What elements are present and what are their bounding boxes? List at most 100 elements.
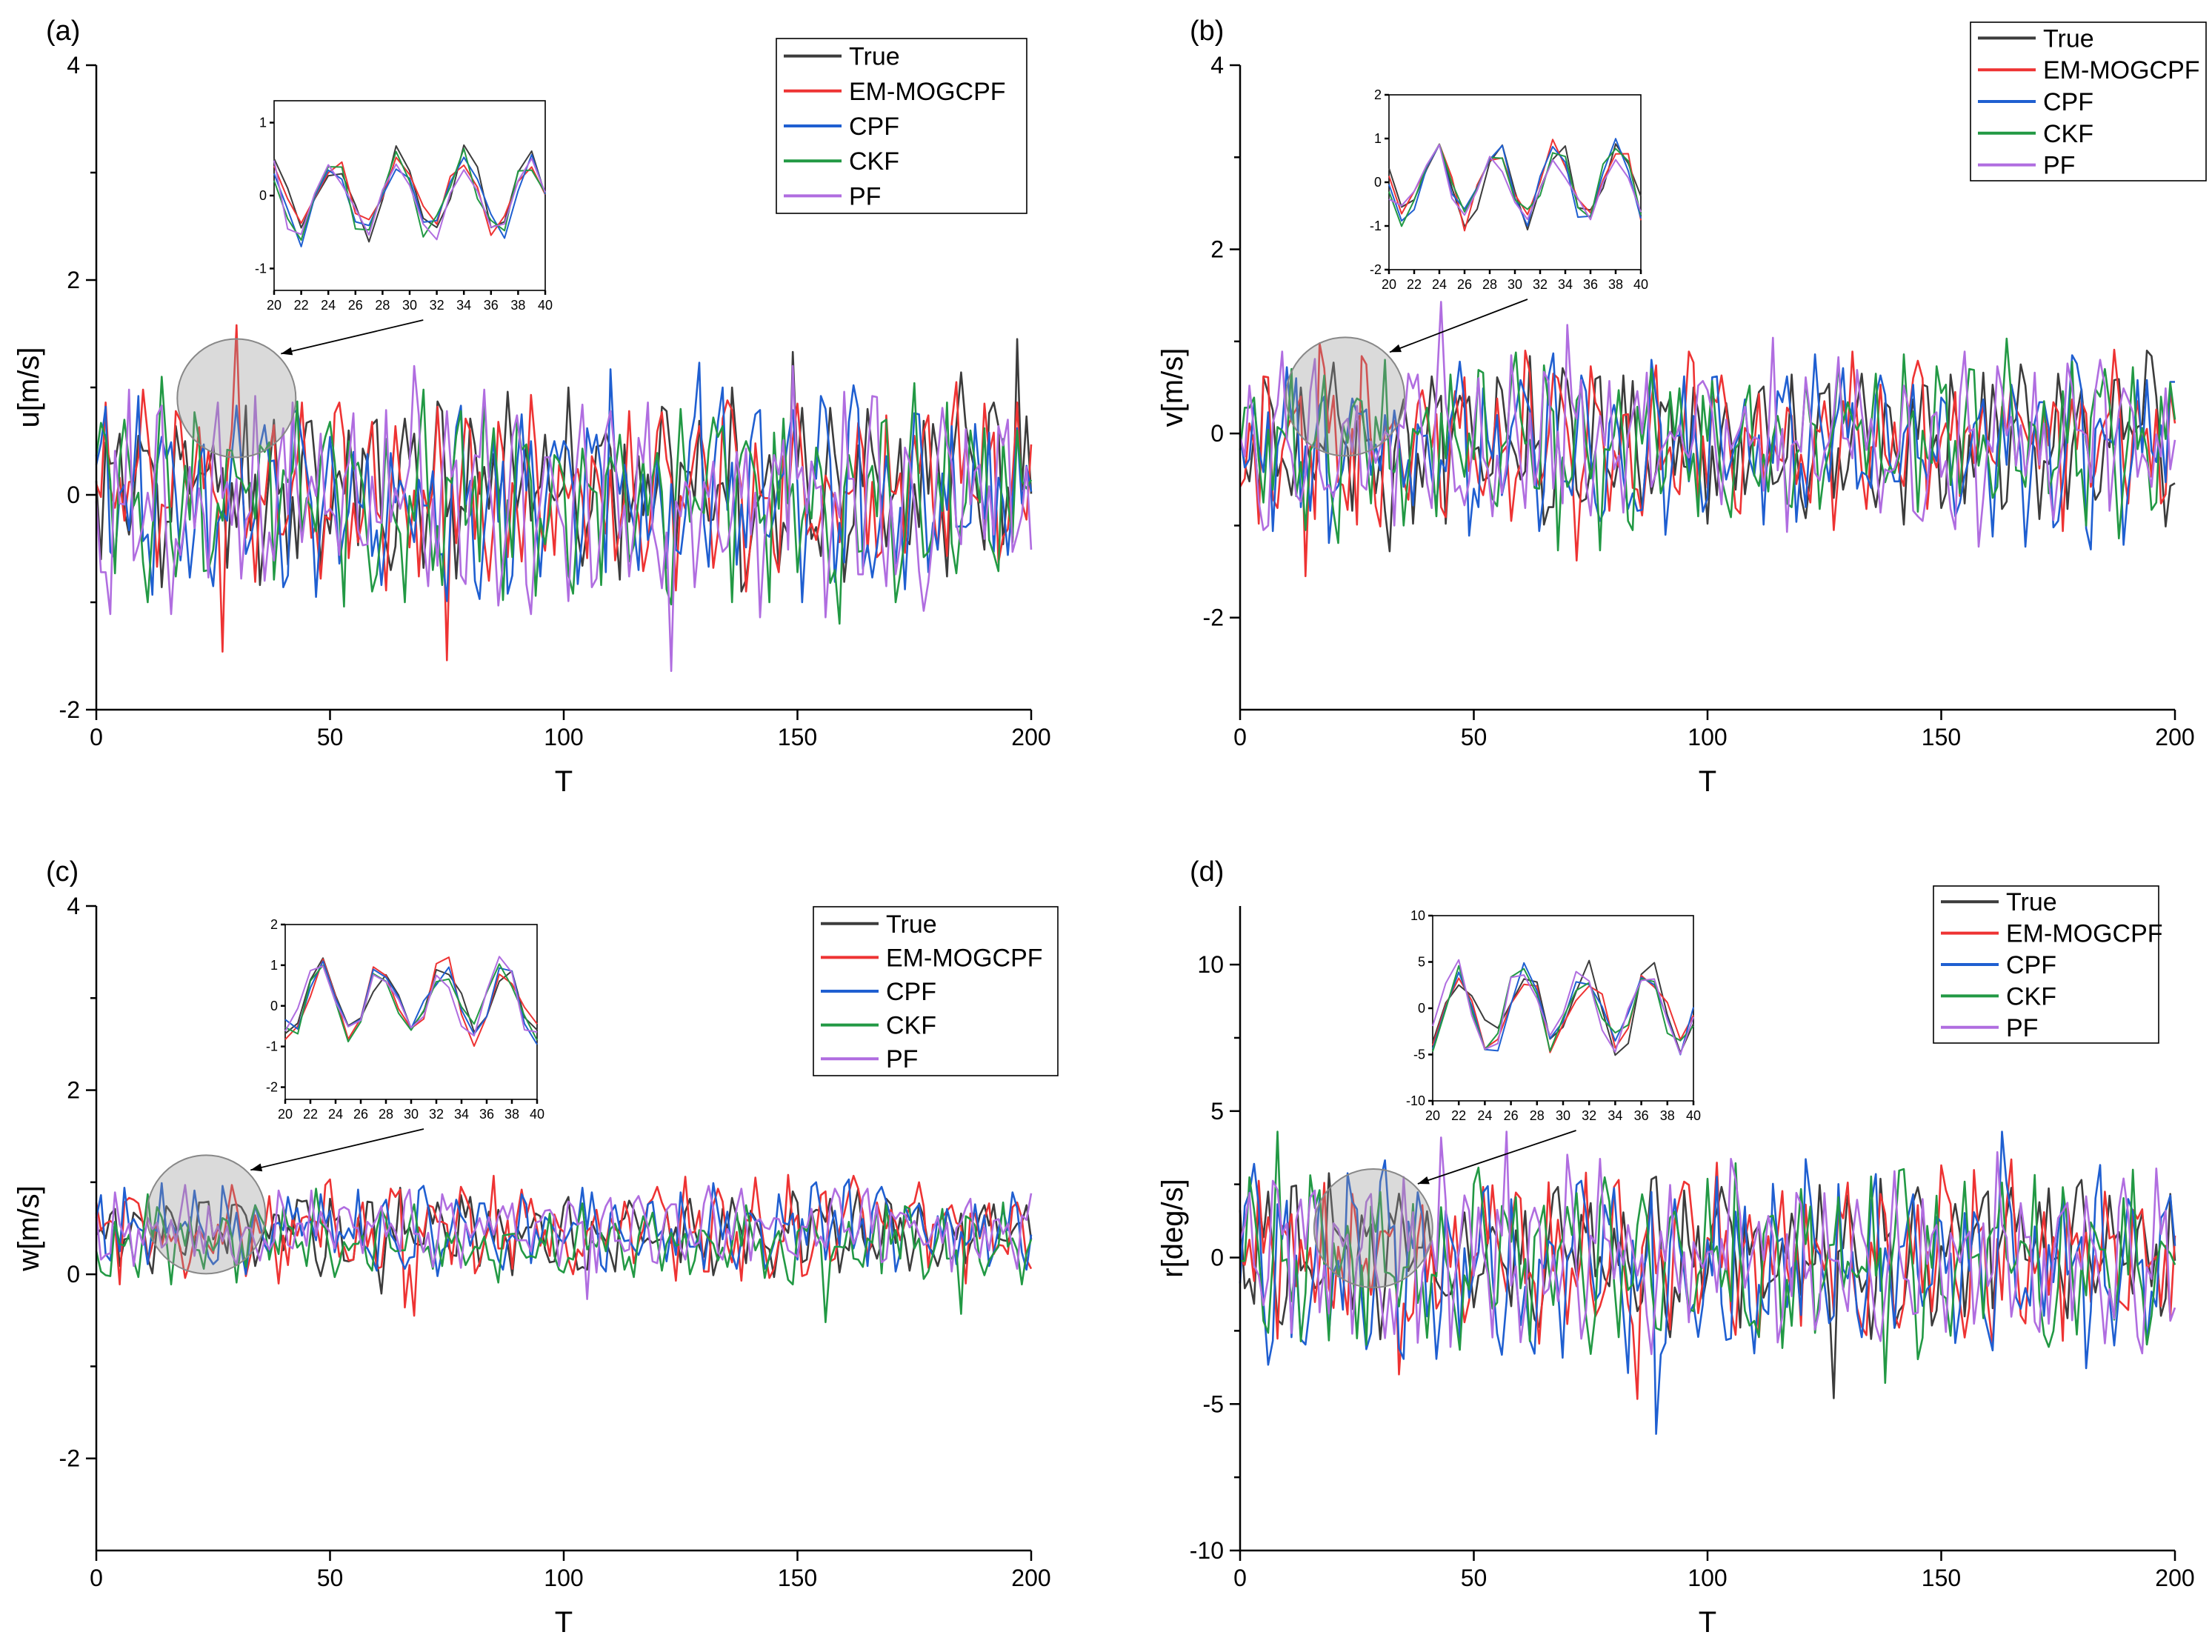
zoom-circle [146,1154,267,1275]
x-tick-label: 150 [1922,724,1961,750]
inset-y-tick-label: -1 [255,261,267,276]
inset-chart: 20 22 24 26 28 30 32 34 36 38 40 -10 -5 0 5 10 [1406,908,1701,1123]
inset-x-tick-label: 38 [504,1107,519,1122]
legend-label-em-mogcpf: EM-MOGCPF [2043,56,2200,84]
inset-x-tick-label: 22 [303,1107,318,1122]
y-tick-label: 2 [67,267,80,293]
legend-label-ckf: CKF [849,147,899,176]
inset-x-tick-label: 38 [1608,277,1623,292]
inset-series-line-true [1432,959,1694,1056]
inset-y-tick-label: -1 [1370,219,1382,233]
series-line-pf [95,364,1033,673]
inset-x-tick-label: 36 [484,298,499,313]
y-tick-label: 4 [1210,52,1224,79]
panel-label: (c) [46,856,79,887]
inset-x-tick-label: 30 [402,298,417,313]
inset-y-tick-label: -10 [1406,1093,1425,1108]
inset-series-line-pf [1388,144,1642,221]
inset-x-tick-label: 24 [328,1107,343,1122]
pointer-arrow [1417,1130,1576,1185]
y-tick-label: 0 [1210,1245,1224,1271]
inset-frame [284,924,538,1100]
inset-x-tick-label: 26 [1504,1108,1519,1123]
inset-x-tick-label: 36 [479,1107,494,1122]
y-tick-label: 2 [1210,236,1224,263]
inset-x-tick-label: 40 [1633,277,1648,292]
y-tick-label: 0 [1210,420,1224,447]
y-tick-label: 5 [1210,1098,1224,1125]
inset-y-tick-label: -2 [266,1080,278,1095]
y-axis-label: v[m/s] [1156,348,1189,427]
inset-x-tick-label: 32 [429,1107,444,1122]
y-tick-label: 4 [67,893,80,919]
legend: True EM-MOGCPF CPF CKF PF [1933,885,2163,1044]
inset-x-tick-label: 26 [348,298,363,313]
inset-x-tick-label: 32 [430,298,444,313]
inset-series-line-ckf [1432,965,1694,1052]
legend-label-pf: PF [2043,152,2075,180]
inset-y-tick-label: 0 [259,188,267,203]
inset-y-tick-label: 5 [1418,955,1425,970]
x-tick-label: 0 [90,1565,103,1591]
y-axis-label: w[m/s] [13,1185,45,1272]
inset-y-tick-label: 1 [1374,131,1382,146]
x-tick-label: 100 [544,724,583,750]
x-tick-label: 150 [778,724,817,750]
inset-x-tick-label: 28 [1482,277,1497,292]
legend-label-true: True [2043,24,2094,53]
inset-x-tick-label: 40 [1686,1108,1701,1123]
inset-y-tick-label: 10 [1410,908,1425,923]
inset-x-tick-label: 32 [1533,277,1548,292]
legend-label-ckf: CKF [886,1012,936,1040]
inset-x-tick-label: 34 [456,298,471,313]
panel-label: (b) [1190,16,1224,47]
zoom-circle [1313,1168,1433,1288]
series-line-cpf [1239,1130,2176,1435]
legend: True EM-MOGCPF CPF CKF PF [1970,21,2207,181]
inset-x-tick-label: 28 [1530,1108,1545,1123]
x-axis-label: T [1699,1606,1716,1639]
legend-label-pf: PF [849,182,881,210]
x-tick-label: 150 [778,1565,817,1591]
legend-label-cpf: CPF [849,113,899,141]
legend-label-ckf: CKF [2043,120,2093,148]
x-tick-label: 200 [1011,1565,1050,1591]
series-line-ckf [1239,337,2176,552]
inset-x-tick-label: 28 [379,1107,393,1122]
inset-y-tick-label: -5 [1413,1048,1425,1062]
x-tick-label: 100 [544,1565,583,1591]
inset-x-tick-label: 22 [294,298,309,313]
inset-x-tick-label: 30 [1508,277,1522,292]
x-tick-label: 0 [1233,724,1247,750]
x-axis-label: T [555,765,573,798]
legend-label-true: True [849,43,900,71]
legend: True EM-MOGCPF CPF CKF PF [813,906,1059,1076]
y-tick-label: 0 [67,1261,80,1288]
legend-label-cpf: CPF [2006,951,2056,979]
inset-x-tick-label: 36 [1583,277,1598,292]
legend-label-ckf: CKF [2006,982,2056,1010]
x-tick-label: 50 [1461,1565,1488,1591]
inset-x-tick-label: 20 [278,1107,293,1122]
inset-x-tick-label: 38 [510,298,525,313]
panel-label: (d) [1190,856,1224,887]
inset-x-tick-label: 20 [267,298,282,313]
inset-x-tick-label: 22 [1407,277,1422,292]
x-tick-label: 200 [2155,724,2194,750]
inset-y-tick-label: 1 [270,958,278,973]
inset-x-tick-label: 26 [353,1107,368,1122]
inset-x-tick-label: 28 [375,298,390,313]
x-tick-label: 100 [1688,1565,1727,1591]
y-tick-label: 0 [67,482,80,508]
series-line-pf [1239,301,2176,548]
legend-label-pf: PF [2006,1014,2038,1042]
inset-x-tick-label: 34 [1608,1108,1622,1123]
pointer-arrow [1389,299,1528,353]
inset-series-line-pf [1432,959,1694,1055]
y-axis-label: r[deg/s] [1156,1179,1189,1277]
